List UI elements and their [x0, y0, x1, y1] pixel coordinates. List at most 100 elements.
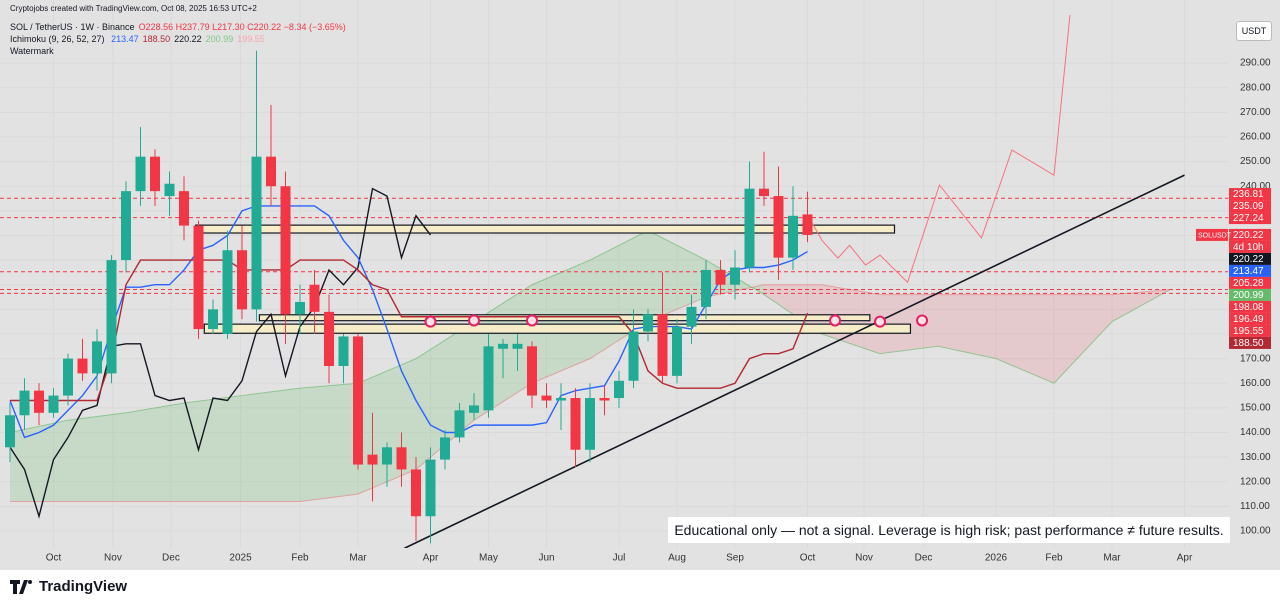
candle-body [730, 267, 741, 285]
candle-body [164, 183, 175, 197]
target-icon [424, 315, 437, 328]
y-tick-label: 140.00 [1240, 427, 1271, 438]
candle-body [309, 284, 320, 312]
chart: 100.00 110.00 120.00 130.00 140.00 150.00 160.… [0, 0, 1280, 570]
candle-body [367, 454, 378, 465]
candle-body [237, 250, 248, 310]
candle-body [222, 250, 233, 334]
candle-body [77, 358, 88, 374]
watermark: Watermark [10, 46, 54, 56]
indicator-value: 188.50 [142, 34, 171, 44]
y-tick-label: 120.00 [1240, 476, 1271, 487]
candle-body [48, 395, 59, 413]
x-tick-label: Feb [1045, 553, 1063, 564]
price-label: 236.81 [1233, 189, 1264, 200]
y-tick-label: 240.00 [1240, 181, 1271, 192]
candle-body [701, 269, 712, 307]
cloud-segment [10, 420, 69, 502]
x-tick-label: Oct [800, 553, 816, 564]
cloud-segment [1054, 294, 1113, 384]
candle-body [19, 390, 30, 416]
candle-body [266, 156, 277, 187]
candle-body [454, 410, 465, 438]
countdown-box [1229, 240, 1271, 253]
candle-body [382, 447, 393, 465]
indicator-value: 199.55 [237, 34, 265, 44]
candle-body [179, 191, 190, 226]
target-icon [526, 314, 539, 327]
x-tick-label: Apr [423, 553, 439, 564]
x-tick-label: 2025 [229, 553, 252, 564]
cloud-segment [242, 388, 301, 502]
x-tick-label: Jul [613, 553, 626, 564]
candle-body [5, 415, 16, 448]
target-icon [916, 314, 929, 327]
price-label: 198.08 [1233, 302, 1264, 313]
zone [203, 323, 912, 334]
candle-body [657, 314, 668, 376]
axis: 100.00 110.00 120.00 130.00 140.00 150.00 160.… [46, 58, 1271, 564]
candle-body [208, 309, 219, 330]
candle-body [643, 314, 654, 332]
cloud-segment [764, 284, 823, 334]
price-label: 220.22 [1233, 254, 1264, 265]
x-tick-label: May [479, 553, 498, 564]
cloud-segment [126, 402, 185, 502]
price-label-box [1229, 300, 1271, 313]
candle-body [672, 326, 683, 376]
y-tick-label: 150.00 [1240, 403, 1271, 414]
candle-body [92, 341, 103, 374]
trendline [404, 174, 1185, 548]
candle-body [512, 343, 523, 349]
candle-body [585, 398, 596, 450]
x-tick-label: 2026 [985, 553, 1008, 564]
candle-body [773, 196, 784, 258]
cloud-span-a [9, 229, 1171, 433]
price-label-box [1229, 228, 1271, 241]
candle-body [570, 398, 581, 450]
candle-body [802, 214, 813, 235]
x-tick-label: Dec [162, 553, 180, 564]
candle-body [193, 225, 204, 330]
brand-name: TradingView [39, 578, 128, 595]
cloud-span-b [10, 284, 1171, 502]
y-tick-label: 260.00 [1240, 132, 1271, 143]
price-label: 213.47 [1233, 266, 1264, 277]
price-label: 235.09 [1233, 201, 1264, 212]
candle-body [527, 346, 538, 396]
candle-body [541, 395, 552, 401]
x-tick-label: Mar [1103, 553, 1121, 564]
grid [0, 0, 1228, 548]
y-tick-label: 270.00 [1240, 107, 1271, 118]
candle-body [396, 447, 407, 470]
x-tick-label: Sep [726, 553, 744, 564]
price-label: 200.99 [1233, 290, 1264, 301]
brand: TradingView [10, 578, 127, 595]
cloud-segment [184, 395, 243, 502]
cloud-segment [938, 294, 997, 359]
projection-path [807, 14, 1071, 284]
price-label-box [1229, 264, 1271, 277]
countdown: 4d 10h [1233, 242, 1264, 253]
cloud-segment [300, 383, 359, 502]
candle-body [715, 269, 726, 285]
y-tick-label: 110.00 [1240, 501, 1270, 512]
candle-body [324, 311, 335, 367]
price-label: 196.49 [1233, 314, 1264, 325]
price-label-box [1229, 276, 1271, 289]
candle-body [338, 336, 349, 367]
candle-body [295, 301, 306, 315]
candle-body [556, 398, 567, 401]
indicator-value: 220.22 [174, 34, 202, 44]
currency-button[interactable]: USDT [1236, 21, 1272, 41]
candle-body [280, 186, 291, 315]
symbol: SOL / TetherUS · 1W · Binance [10, 22, 135, 32]
price-label: 220.22 [1233, 230, 1264, 241]
y-tick-label: 170.00 [1240, 353, 1271, 364]
candle-body [353, 336, 364, 465]
candle-body [614, 380, 625, 399]
candle-body [150, 156, 161, 192]
candle-body [788, 215, 799, 258]
x-tick-label: Apr [1177, 553, 1193, 564]
